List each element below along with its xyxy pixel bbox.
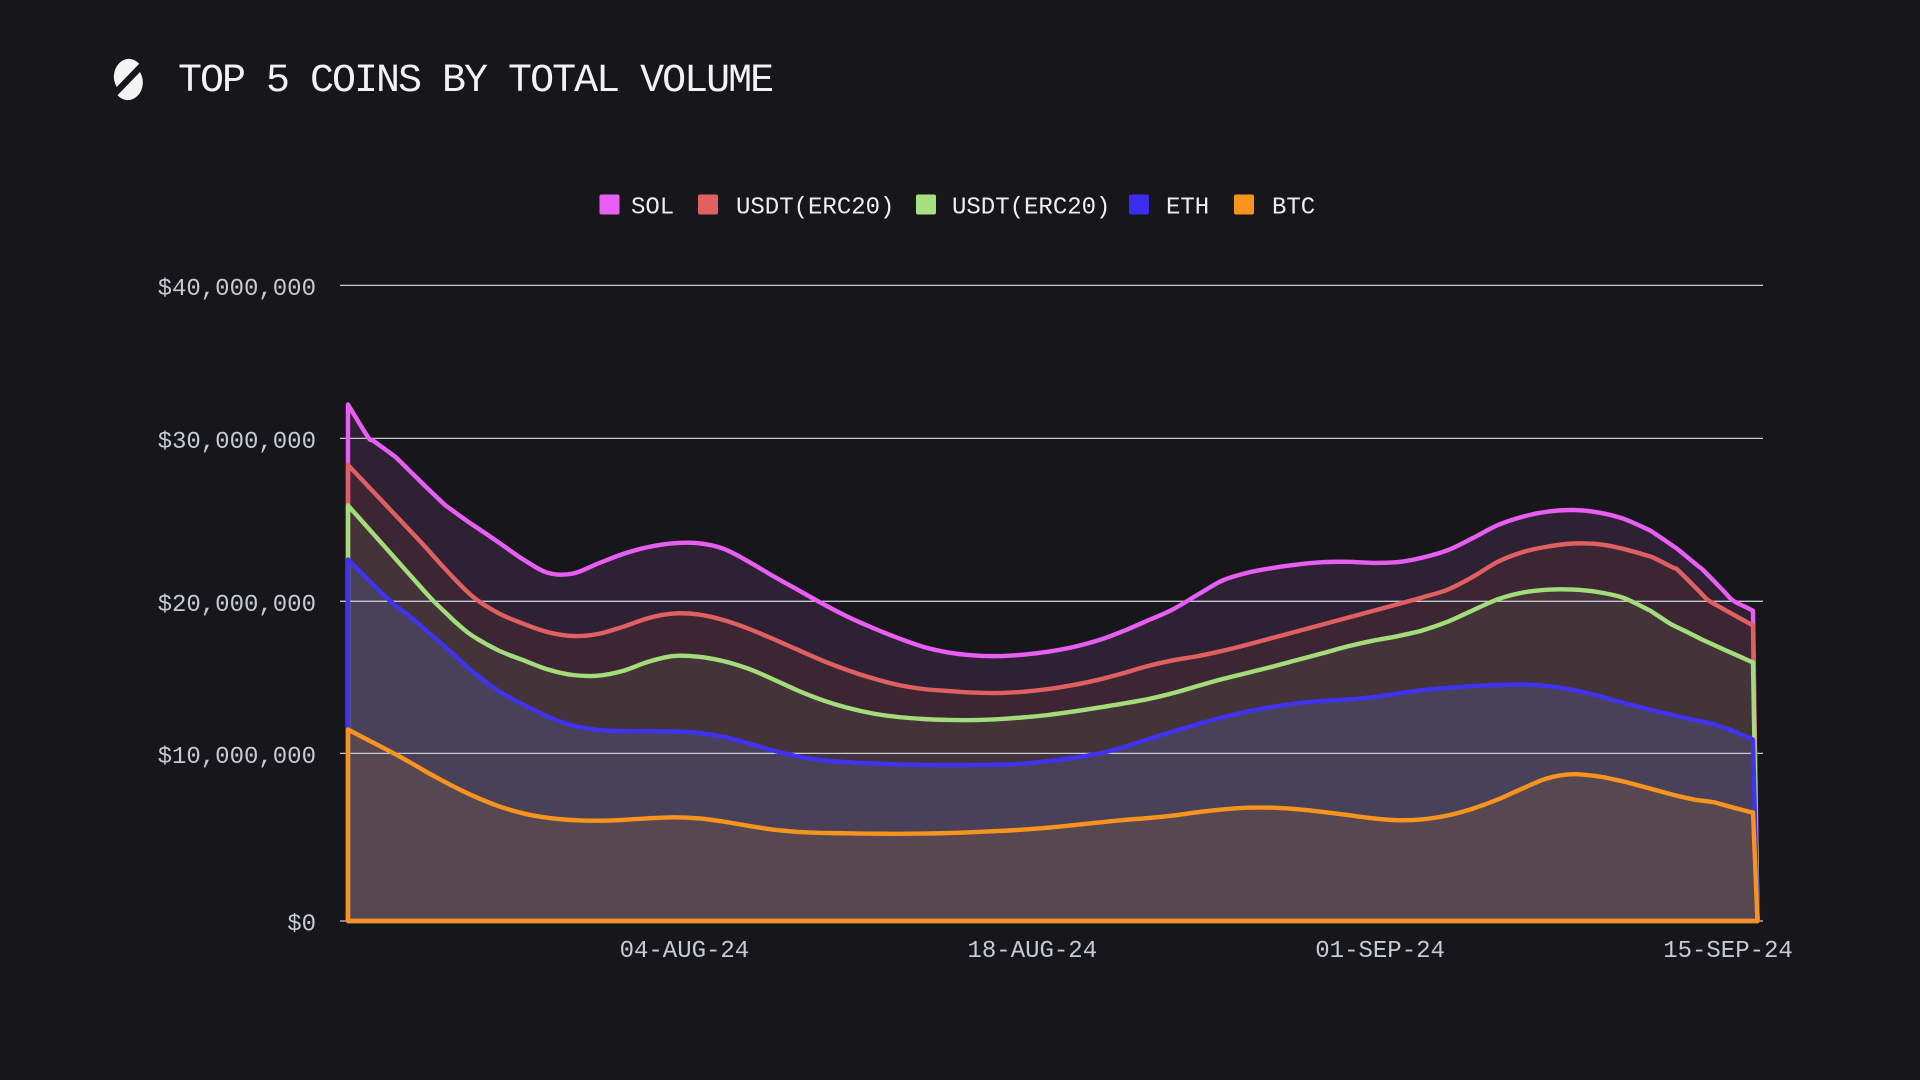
svg-text:$10,000,000: $10,000,000 <box>158 744 316 771</box>
svg-text:BTC: BTC <box>1272 195 1315 222</box>
svg-text:USDT(ERC20): USDT(ERC20) <box>736 195 894 222</box>
svg-text:18-AUG-24: 18-AUG-24 <box>967 938 1097 965</box>
svg-text:$40,000,000: $40,000,000 <box>158 276 316 303</box>
svg-text:SOL: SOL <box>631 195 674 222</box>
svg-text:$0: $0 <box>287 912 316 939</box>
svg-text:TOP 5 COINS BY TOTAL VOLUME: TOP 5 COINS BY TOTAL VOLUME <box>178 59 772 104</box>
svg-text:15-SEP-24: 15-SEP-24 <box>1663 938 1793 965</box>
svg-text:$20,000,000: $20,000,000 <box>158 592 316 619</box>
svg-text:USDT(ERC20): USDT(ERC20) <box>952 195 1110 222</box>
svg-text:ETH: ETH <box>1166 195 1209 222</box>
svg-text:$30,000,000: $30,000,000 <box>158 429 316 456</box>
svg-text:04-AUG-24: 04-AUG-24 <box>620 938 750 965</box>
svg-text:01-SEP-24: 01-SEP-24 <box>1315 938 1445 965</box>
